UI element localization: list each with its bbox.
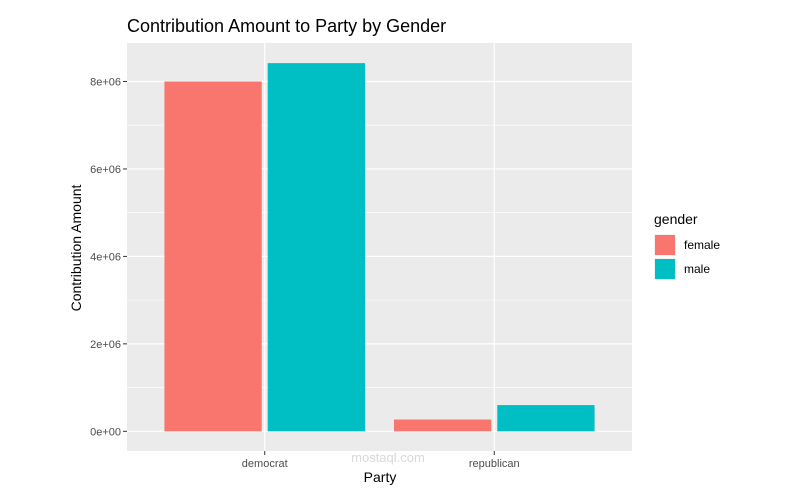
legend-title: gender <box>654 211 698 227</box>
bar-republican-male <box>497 405 595 432</box>
bars <box>164 63 595 432</box>
y-tick-label: 4e+06 <box>90 251 121 263</box>
y-tick-label: 0e+00 <box>90 426 121 438</box>
legend-swatch-female <box>655 235 675 255</box>
y-tick-label: 8e+06 <box>90 76 121 88</box>
x-axis-title: Party <box>364 469 397 485</box>
legend-label-female: female <box>684 238 720 252</box>
watermark: mostaql.com <box>351 450 425 465</box>
y-axis-ticks: 0e+00 2e+06 4e+06 6e+06 8e+06 <box>90 76 127 438</box>
bar-democrat-male <box>267 63 366 432</box>
legend: female male <box>654 234 720 280</box>
y-tick-label: 2e+06 <box>90 339 121 351</box>
legend-swatch-male <box>655 259 675 279</box>
bar-republican-female <box>393 419 492 432</box>
bar-democrat-female <box>164 81 262 432</box>
y-axis-title: Contribution Amount <box>68 184 84 311</box>
x-axis-ticks: democrat republican <box>242 451 520 470</box>
x-tick-label: republican <box>469 458 520 470</box>
legend-label-male: male <box>684 262 710 276</box>
chart-title: Contribution Amount to Party by Gender <box>127 16 446 36</box>
x-tick-label: democrat <box>242 458 288 470</box>
y-tick-label: 6e+06 <box>90 164 121 176</box>
